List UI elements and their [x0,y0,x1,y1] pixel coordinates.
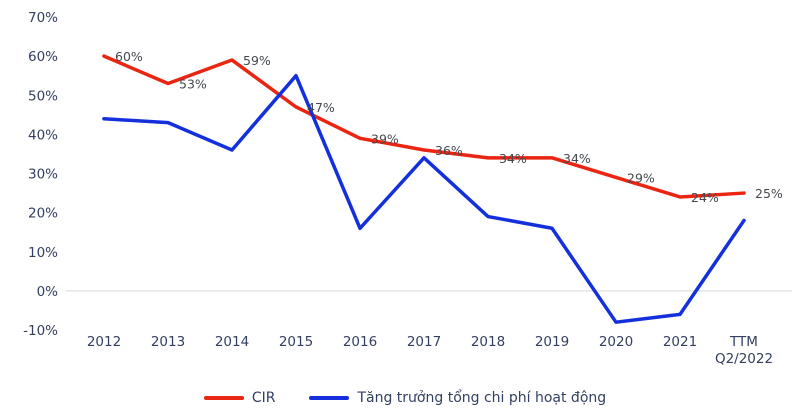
svg-text:40%: 40% [28,127,58,143]
svg-text:34%: 34% [499,151,527,166]
legend-item-cost-growth: Tăng trưởng tổng chi phí hoạt động [309,390,606,406]
svg-text:2013: 2013 [151,334,185,350]
svg-text:2017: 2017 [407,334,441,350]
svg-text:24%: 24% [691,190,719,205]
svg-text:2018: 2018 [471,334,505,350]
cost-growth-line-swatch [309,396,350,400]
svg-text:TTM: TTM [729,334,758,350]
svg-text:53%: 53% [179,77,207,92]
svg-text:29%: 29% [627,170,655,185]
svg-text:2016: 2016 [343,334,377,350]
svg-text:34%: 34% [563,151,591,166]
svg-text:-10%: -10% [23,323,58,339]
cir-line-swatch [203,396,244,400]
svg-text:25%: 25% [755,186,783,201]
legend-item-cir: CIR [203,390,276,406]
svg-text:10%: 10% [28,245,58,261]
svg-text:20%: 20% [28,206,58,222]
svg-text:50%: 50% [28,88,58,104]
svg-text:39%: 39% [371,131,399,146]
chart-legend: CIR Tăng trưởng tổng chi phí hoạt động [0,390,810,406]
svg-text:0%: 0% [37,284,59,300]
svg-text:36%: 36% [435,143,463,158]
svg-text:60%: 60% [115,49,143,64]
svg-text:Q2/2022: Q2/2022 [715,351,773,367]
svg-text:70%: 70% [28,10,58,26]
svg-text:2014: 2014 [215,334,249,350]
svg-text:60%: 60% [28,49,58,65]
legend-label-cost-growth: Tăng trưởng tổng chi phí hoạt động [357,390,607,406]
svg-text:30%: 30% [28,167,58,183]
svg-text:59%: 59% [243,53,271,68]
svg-text:2012: 2012 [87,334,121,350]
svg-text:2020: 2020 [599,334,633,350]
svg-text:2021: 2021 [663,334,697,350]
svg-text:47%: 47% [307,100,335,115]
svg-text:2019: 2019 [535,334,569,350]
svg-text:2015: 2015 [279,334,313,350]
legend-label-cir: CIR [251,390,276,406]
